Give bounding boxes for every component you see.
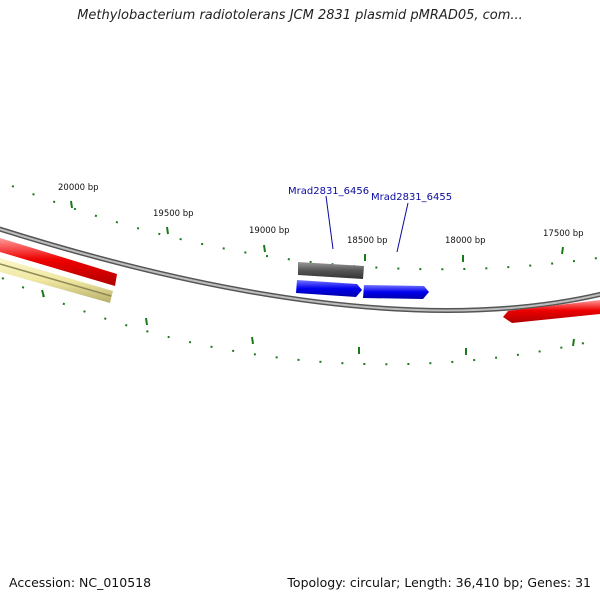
gene-leader-6455: [396, 202, 409, 253]
gene-label[interactable]: Mrad2831_6456: [288, 186, 369, 197]
tick-label: 19500 bp: [153, 209, 194, 219]
topology-summary: Topology: circular; Length: 36,410 bp; G…: [287, 575, 591, 590]
gene-mrad2831-6456[interactable]: [298, 262, 364, 279]
feature-red-right[interactable]: [503, 300, 600, 323]
major-ticks: [41, 200, 575, 355]
tick-label: 18500 bp: [347, 236, 388, 246]
gene-blue-1[interactable]: [296, 280, 362, 297]
gene-mrad2831-6455[interactable]: [363, 285, 429, 299]
tick-label: 18000 bp: [445, 236, 486, 246]
tick-label: 19000 bp: [249, 226, 290, 236]
feature-red-left[interactable]: [0, 238, 117, 286]
page-title: Methylobacterium radiotolerans JCM 2831 …: [77, 8, 523, 23]
tick-label: 17500 bp: [543, 229, 584, 239]
gene-label[interactable]: Mrad2831_6455: [371, 192, 452, 203]
accession-label: Accession: NC_010518: [9, 575, 152, 590]
gene-leader-6456: [325, 195, 334, 250]
tick-label: 20000 bp: [58, 183, 99, 193]
